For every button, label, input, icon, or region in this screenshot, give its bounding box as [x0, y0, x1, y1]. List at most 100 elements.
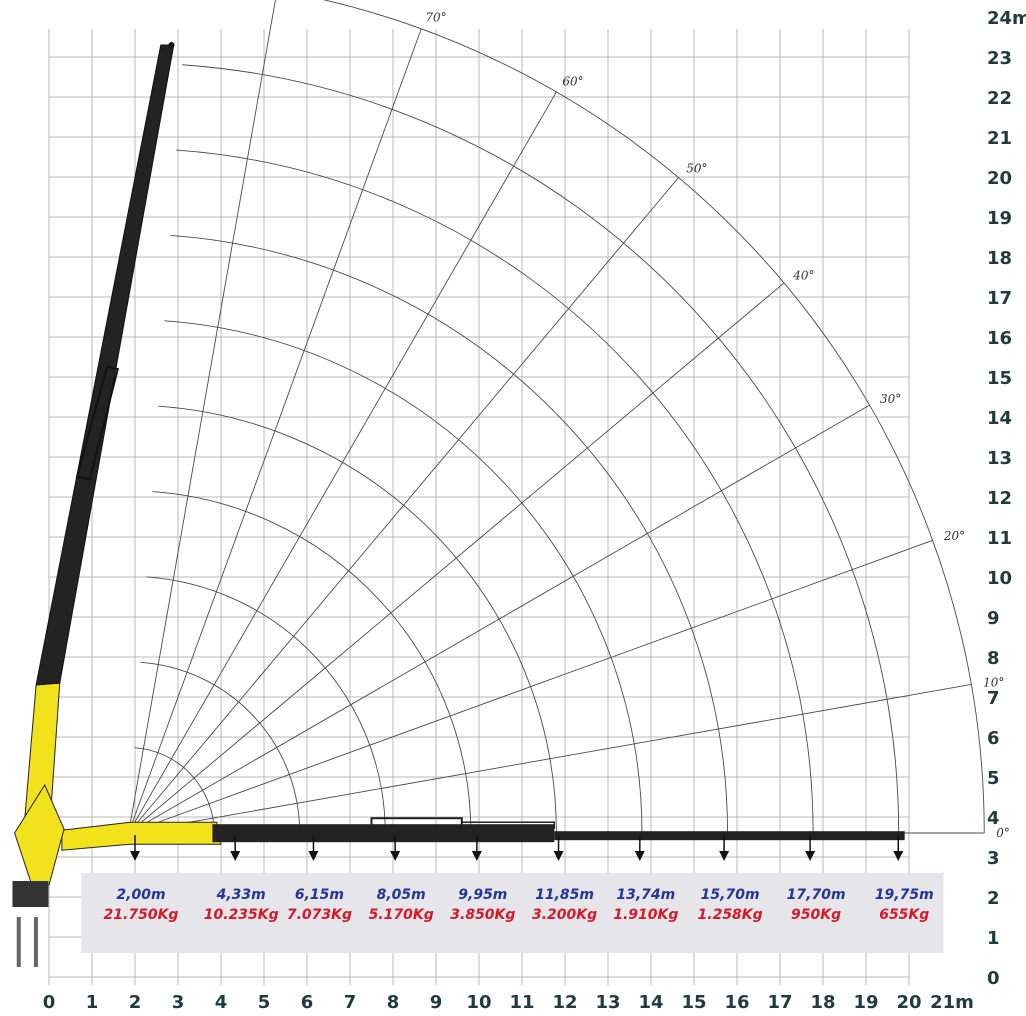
reach-value: 4,33m [216, 887, 266, 903]
angle-labels: 0°10°20°30°40°50°60°70°80° [425, 11, 1010, 840]
reach-arc [176, 149, 814, 834]
y-tick-label: 0 [987, 968, 1000, 989]
x-tick-label: 8 [387, 992, 400, 1013]
load-value: 5.170Kg [369, 907, 434, 923]
y-tick-label: 5 [987, 768, 1000, 789]
reach-arc [146, 576, 386, 834]
drop-arrow [719, 851, 730, 861]
boom-v-cylinder [75, 365, 120, 481]
y-tick-label: 14 [987, 408, 1012, 429]
x-tick-label: 4 [215, 992, 228, 1013]
load-value: 950Kg [791, 907, 841, 923]
x-tick-label: 11 [509, 992, 534, 1013]
boom-tip [168, 42, 175, 48]
angle-label: 20° [943, 529, 965, 543]
angle-label: 50° [686, 161, 707, 175]
reach-arc [152, 491, 472, 834]
x-tick-label: 2 [129, 992, 142, 1013]
y-tick-label: 23 [987, 48, 1012, 69]
y-tick-label: 20 [987, 168, 1012, 189]
drop-arrow [130, 851, 140, 861]
reach-value: 6,15m [295, 887, 344, 903]
drop-arrow [471, 851, 482, 861]
boom-horizontal [61, 817, 905, 851]
load-value: 21.750Kg [104, 907, 179, 923]
x-tick-label: 5 [258, 992, 271, 1013]
boom-h-section-2 [554, 831, 905, 841]
y-tick-label: 13 [987, 448, 1012, 469]
drop-arrow [230, 851, 241, 861]
drop-arrow [553, 851, 564, 861]
x-tick-label: 12 [552, 992, 577, 1013]
boom-h-yellow [61, 821, 222, 851]
y-tick-label: 8 [987, 648, 1000, 669]
drop-arrow [805, 851, 816, 861]
x-tick-label: 21m [930, 992, 974, 1013]
x-tick-label: 0 [43, 992, 56, 1013]
x-tick-label: 15 [681, 992, 706, 1013]
y-tick-label: 10 [987, 568, 1012, 589]
load-table-bg [81, 873, 944, 953]
x-tick-label: 20 [896, 992, 921, 1013]
x-tick-label: 19 [853, 992, 878, 1013]
y-tick-label: 3 [987, 848, 1000, 869]
load-value: 7.073Kg [287, 907, 352, 923]
x-tick-label: 9 [430, 992, 443, 1013]
load-drop-markers [130, 835, 904, 861]
reach-arc [134, 747, 215, 834]
reach-value: 11,85m [535, 887, 594, 903]
y-tick-label: 1 [987, 928, 1000, 949]
reach-value: 9,95m [458, 887, 507, 903]
drop-arrow [308, 851, 319, 861]
reach-value: 13,74m [616, 887, 675, 903]
reach-value: 15,70m [701, 887, 760, 903]
angle-label: 30° [880, 392, 901, 406]
y-tick-label: 12 [987, 488, 1012, 509]
boom-v-black [35, 44, 175, 686]
angle-label: 10° [983, 675, 1004, 689]
angle-label: 70° [425, 11, 446, 25]
reach-arc [140, 661, 301, 834]
drop-arrow [634, 851, 645, 861]
load-value: 1.258Kg [698, 907, 763, 923]
load-value: 1.910Kg [613, 907, 678, 923]
load-value: 10.235Kg [204, 907, 279, 923]
y-tick-label: 22 [987, 88, 1012, 109]
y-tick-label: 2 [987, 888, 1000, 909]
reach-arc [182, 64, 900, 834]
load-value: 3.850Kg [450, 907, 515, 923]
y-tick-label: 18 [987, 248, 1012, 269]
reach-arc [321, 0, 985, 834]
x-tick-label: 7 [344, 992, 357, 1013]
y-tick-label: 16 [987, 328, 1012, 349]
boom-h-slide [461, 821, 555, 829]
y-tick-label: 9 [987, 608, 1000, 629]
x-tick-label: 14 [638, 992, 663, 1013]
y-axis-labels: 0123456789101112131415161718192021222324… [987, 8, 1026, 989]
x-tick-label: 13 [595, 992, 620, 1013]
x-tick-label: 16 [724, 992, 749, 1013]
drop-arrow [893, 851, 904, 861]
reach-value: 8,05m [377, 887, 426, 903]
crane-base-block [12, 881, 49, 907]
angle-label: 0° [996, 826, 1010, 840]
y-tick-label: 4 [987, 808, 1000, 829]
y-tick-label: 21 [987, 128, 1012, 149]
load-value: 3.200Kg [532, 907, 597, 923]
load-table: 2,00m 21.750Kg 4,33m 10.235Kg 6,15m 7.073Kg 8,… [81, 873, 944, 953]
load-value: 655Kg [879, 907, 929, 923]
y-tick-label: 6 [987, 728, 1000, 749]
crane-base [12, 783, 65, 967]
y-tick-label: 17 [987, 288, 1012, 309]
drop-arrow [390, 851, 401, 861]
x-tick-label: 17 [767, 992, 792, 1013]
x-tick-label: 18 [810, 992, 835, 1013]
y-tick-label: 19 [987, 208, 1012, 229]
reach-value: 2,00m [116, 887, 165, 903]
reach-arcs [134, 0, 985, 834]
x-tick-label: 6 [301, 992, 314, 1013]
x-axis-labels: 0 1 2 3 4 5 6 7 8 9 10 11 12 13 14 15 16 17 18 19 20 21m [43, 992, 974, 1013]
x-tick-label: 1 [86, 992, 99, 1013]
reach-arc [158, 405, 557, 834]
